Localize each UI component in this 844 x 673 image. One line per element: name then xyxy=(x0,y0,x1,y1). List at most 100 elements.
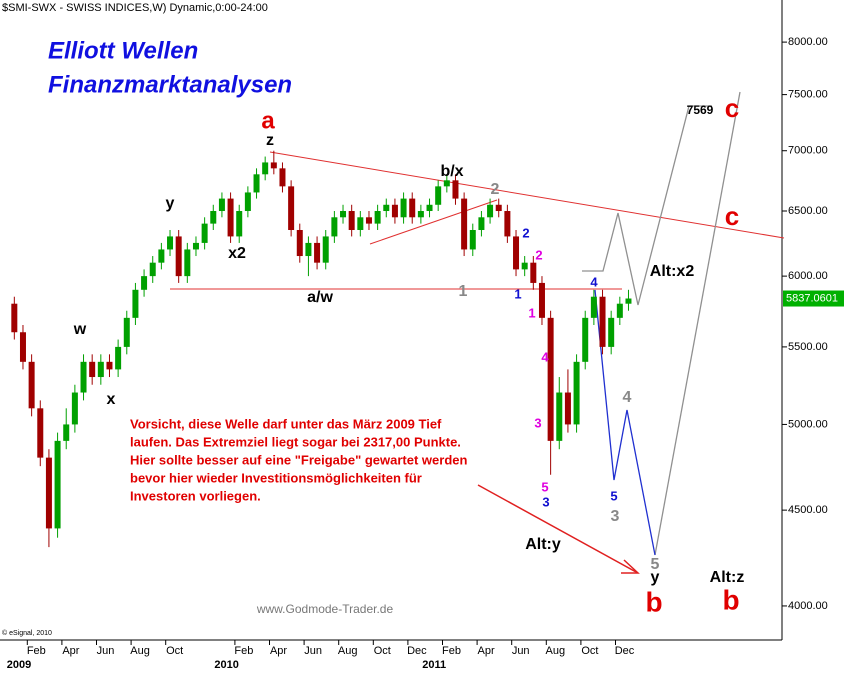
annotation: 4 xyxy=(623,389,632,406)
candle-body xyxy=(305,242,312,257)
annotation: b/x xyxy=(440,163,463,180)
annotation: x2 xyxy=(228,245,246,262)
candle-body xyxy=(487,204,494,218)
candle-body xyxy=(97,361,104,378)
candle-body xyxy=(37,408,44,458)
candle-body xyxy=(270,162,277,169)
candle-body xyxy=(513,236,520,270)
x-tick-label: Aug xyxy=(130,645,150,657)
candle-body xyxy=(45,457,52,529)
y-tick-label: 5000.00 xyxy=(788,418,828,430)
candle-body xyxy=(625,298,632,304)
candle-body xyxy=(461,198,468,250)
candle-body xyxy=(262,162,269,175)
candle-body xyxy=(141,276,148,290)
candle-body xyxy=(236,211,243,237)
x-tick-label: Apr xyxy=(478,645,495,657)
annotation: Elliott Wellen xyxy=(48,37,198,64)
candle-body xyxy=(314,242,321,263)
candle-body xyxy=(538,282,545,318)
x-tick-label: Oct xyxy=(166,645,183,657)
candle-body xyxy=(192,242,199,250)
annotation: 4 xyxy=(590,274,598,289)
annotation: 3 xyxy=(611,508,620,525)
x-tick-label: Jun xyxy=(97,645,115,657)
candle-body xyxy=(417,211,424,218)
candle-body xyxy=(71,392,78,425)
candle-body xyxy=(409,198,416,218)
candle-body xyxy=(590,296,597,318)
candle-body xyxy=(547,317,554,441)
annotation: b xyxy=(722,584,739,615)
annotation: Vorsicht, diese Welle darf unter das Mär… xyxy=(130,416,442,431)
candle-body xyxy=(495,204,502,212)
annotation: y xyxy=(166,195,175,212)
candle-body xyxy=(253,174,260,193)
annotation: laufen. Das Extremziel liegt sogar bei 2… xyxy=(130,434,461,449)
candle-body xyxy=(132,289,139,318)
annotation: © eSignal, 2010 xyxy=(2,629,52,637)
annotation: www.Godmode-Trader.de xyxy=(256,602,394,616)
annotation: Alt:y xyxy=(525,536,561,553)
candle-body xyxy=(218,198,225,212)
candle-body xyxy=(227,198,234,237)
candle-body xyxy=(288,186,295,231)
annotation: 5 xyxy=(610,488,617,503)
annotation: a xyxy=(261,107,275,134)
year-label: 2010 xyxy=(214,659,238,671)
candle-body xyxy=(201,223,208,243)
candle-body xyxy=(340,211,347,218)
trend-line xyxy=(369,199,498,245)
candle-body xyxy=(106,361,113,370)
annotation: Alt:z xyxy=(710,569,745,586)
candle-body xyxy=(478,217,485,231)
annotation: z xyxy=(266,132,274,149)
candle-body xyxy=(573,361,580,425)
candle-body xyxy=(400,198,407,218)
x-tick-label: Jun xyxy=(512,645,530,657)
x-tick-label: Feb xyxy=(442,645,461,657)
candle-body xyxy=(11,303,18,333)
candle-body xyxy=(616,303,623,318)
annotation: c xyxy=(725,93,739,123)
annotation: w xyxy=(73,321,87,338)
arrow-head xyxy=(621,559,640,574)
x-tick-label: Oct xyxy=(581,645,598,657)
annotation: 2 xyxy=(535,247,542,262)
candle-body xyxy=(175,236,182,277)
y-tick-label: 6000.00 xyxy=(788,270,828,282)
candle-body xyxy=(54,440,61,529)
projection-path xyxy=(594,289,656,556)
y-tick-label: 7000.00 xyxy=(788,145,828,157)
x-tick-label: Apr xyxy=(270,645,287,657)
y-tick-label: 5500.00 xyxy=(788,341,828,353)
candle-body xyxy=(564,392,571,425)
candle-body xyxy=(357,217,364,231)
candle-body xyxy=(184,249,191,277)
candle-body xyxy=(556,392,563,441)
annotation: bevor hier wieder Investitionsmöglichkei… xyxy=(130,470,422,485)
candle-body xyxy=(383,204,390,212)
candle-body xyxy=(348,211,355,231)
year-label: 2009 xyxy=(7,659,31,671)
annotation: 3 xyxy=(534,415,541,430)
candle-body xyxy=(322,236,329,263)
annotation: x xyxy=(107,391,116,408)
x-tick-label: Apr xyxy=(62,645,79,657)
candle-body xyxy=(158,249,165,263)
x-tick-label: Aug xyxy=(338,645,358,657)
candle-body xyxy=(469,230,476,250)
annotation: Alt:x2 xyxy=(650,263,695,280)
annotation: Hier sollte besser auf eine "Freigabe" g… xyxy=(130,452,468,467)
candle-body xyxy=(426,204,433,212)
candle-body xyxy=(89,361,96,378)
annotation: a/w xyxy=(307,289,333,306)
projection-path xyxy=(582,105,712,306)
x-tick-label: Oct xyxy=(374,645,391,657)
y-tick-label: 4500.00 xyxy=(788,504,828,516)
candle-body xyxy=(115,346,122,370)
annotation: c xyxy=(725,201,739,231)
candle-body xyxy=(296,230,303,257)
candle-body xyxy=(599,296,606,347)
